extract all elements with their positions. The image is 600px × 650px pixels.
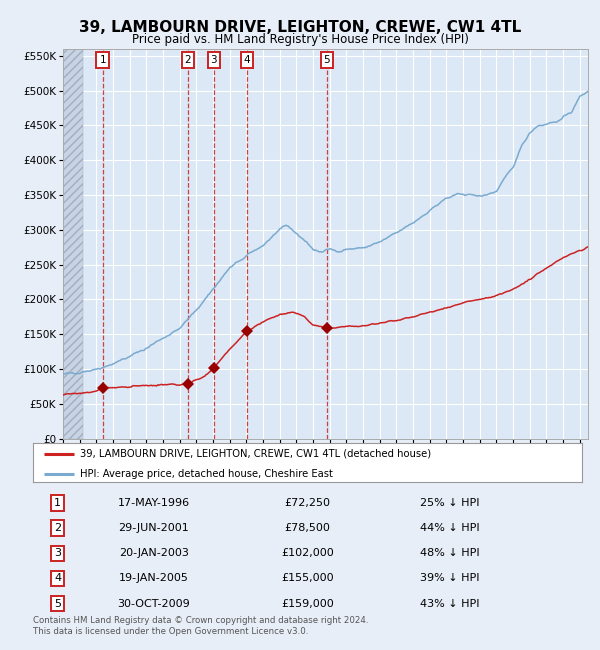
Text: 19-JAN-2005: 19-JAN-2005: [119, 573, 189, 584]
Text: 39% ↓ HPI: 39% ↓ HPI: [421, 573, 480, 584]
Text: £102,000: £102,000: [281, 549, 334, 558]
Text: 5: 5: [323, 55, 330, 64]
Text: £155,000: £155,000: [281, 573, 334, 584]
Text: £78,500: £78,500: [284, 523, 331, 533]
Text: 17-MAY-1996: 17-MAY-1996: [118, 498, 190, 508]
Text: 3: 3: [211, 55, 217, 64]
Text: 43% ↓ HPI: 43% ↓ HPI: [421, 599, 480, 608]
Text: 3: 3: [54, 549, 61, 558]
Text: 29-JUN-2001: 29-JUN-2001: [118, 523, 189, 533]
Text: Contains HM Land Registry data © Crown copyright and database right 2024.
This d: Contains HM Land Registry data © Crown c…: [33, 616, 368, 636]
Bar: [63, 49, 83, 439]
Text: 5: 5: [54, 599, 61, 608]
Text: 20-JAN-2003: 20-JAN-2003: [119, 549, 189, 558]
Text: 44% ↓ HPI: 44% ↓ HPI: [421, 523, 480, 533]
Text: £72,250: £72,250: [284, 498, 331, 508]
Text: 1: 1: [100, 55, 106, 64]
Text: 48% ↓ HPI: 48% ↓ HPI: [421, 549, 480, 558]
Text: 39, LAMBOURN DRIVE, LEIGHTON, CREWE, CW1 4TL: 39, LAMBOURN DRIVE, LEIGHTON, CREWE, CW1…: [79, 20, 521, 34]
Text: 2: 2: [54, 523, 61, 533]
Text: £159,000: £159,000: [281, 599, 334, 608]
Text: 39, LAMBOURN DRIVE, LEIGHTON, CREWE, CW1 4TL (detached house): 39, LAMBOURN DRIVE, LEIGHTON, CREWE, CW1…: [80, 449, 431, 459]
Text: Price paid vs. HM Land Registry's House Price Index (HPI): Price paid vs. HM Land Registry's House …: [131, 32, 469, 46]
Text: 25% ↓ HPI: 25% ↓ HPI: [421, 498, 480, 508]
Text: 4: 4: [244, 55, 250, 64]
Text: 2: 2: [185, 55, 191, 64]
Text: 4: 4: [54, 573, 61, 584]
Text: 30-OCT-2009: 30-OCT-2009: [118, 599, 190, 608]
Text: HPI: Average price, detached house, Cheshire East: HPI: Average price, detached house, Ches…: [80, 469, 332, 478]
Text: 1: 1: [54, 498, 61, 508]
